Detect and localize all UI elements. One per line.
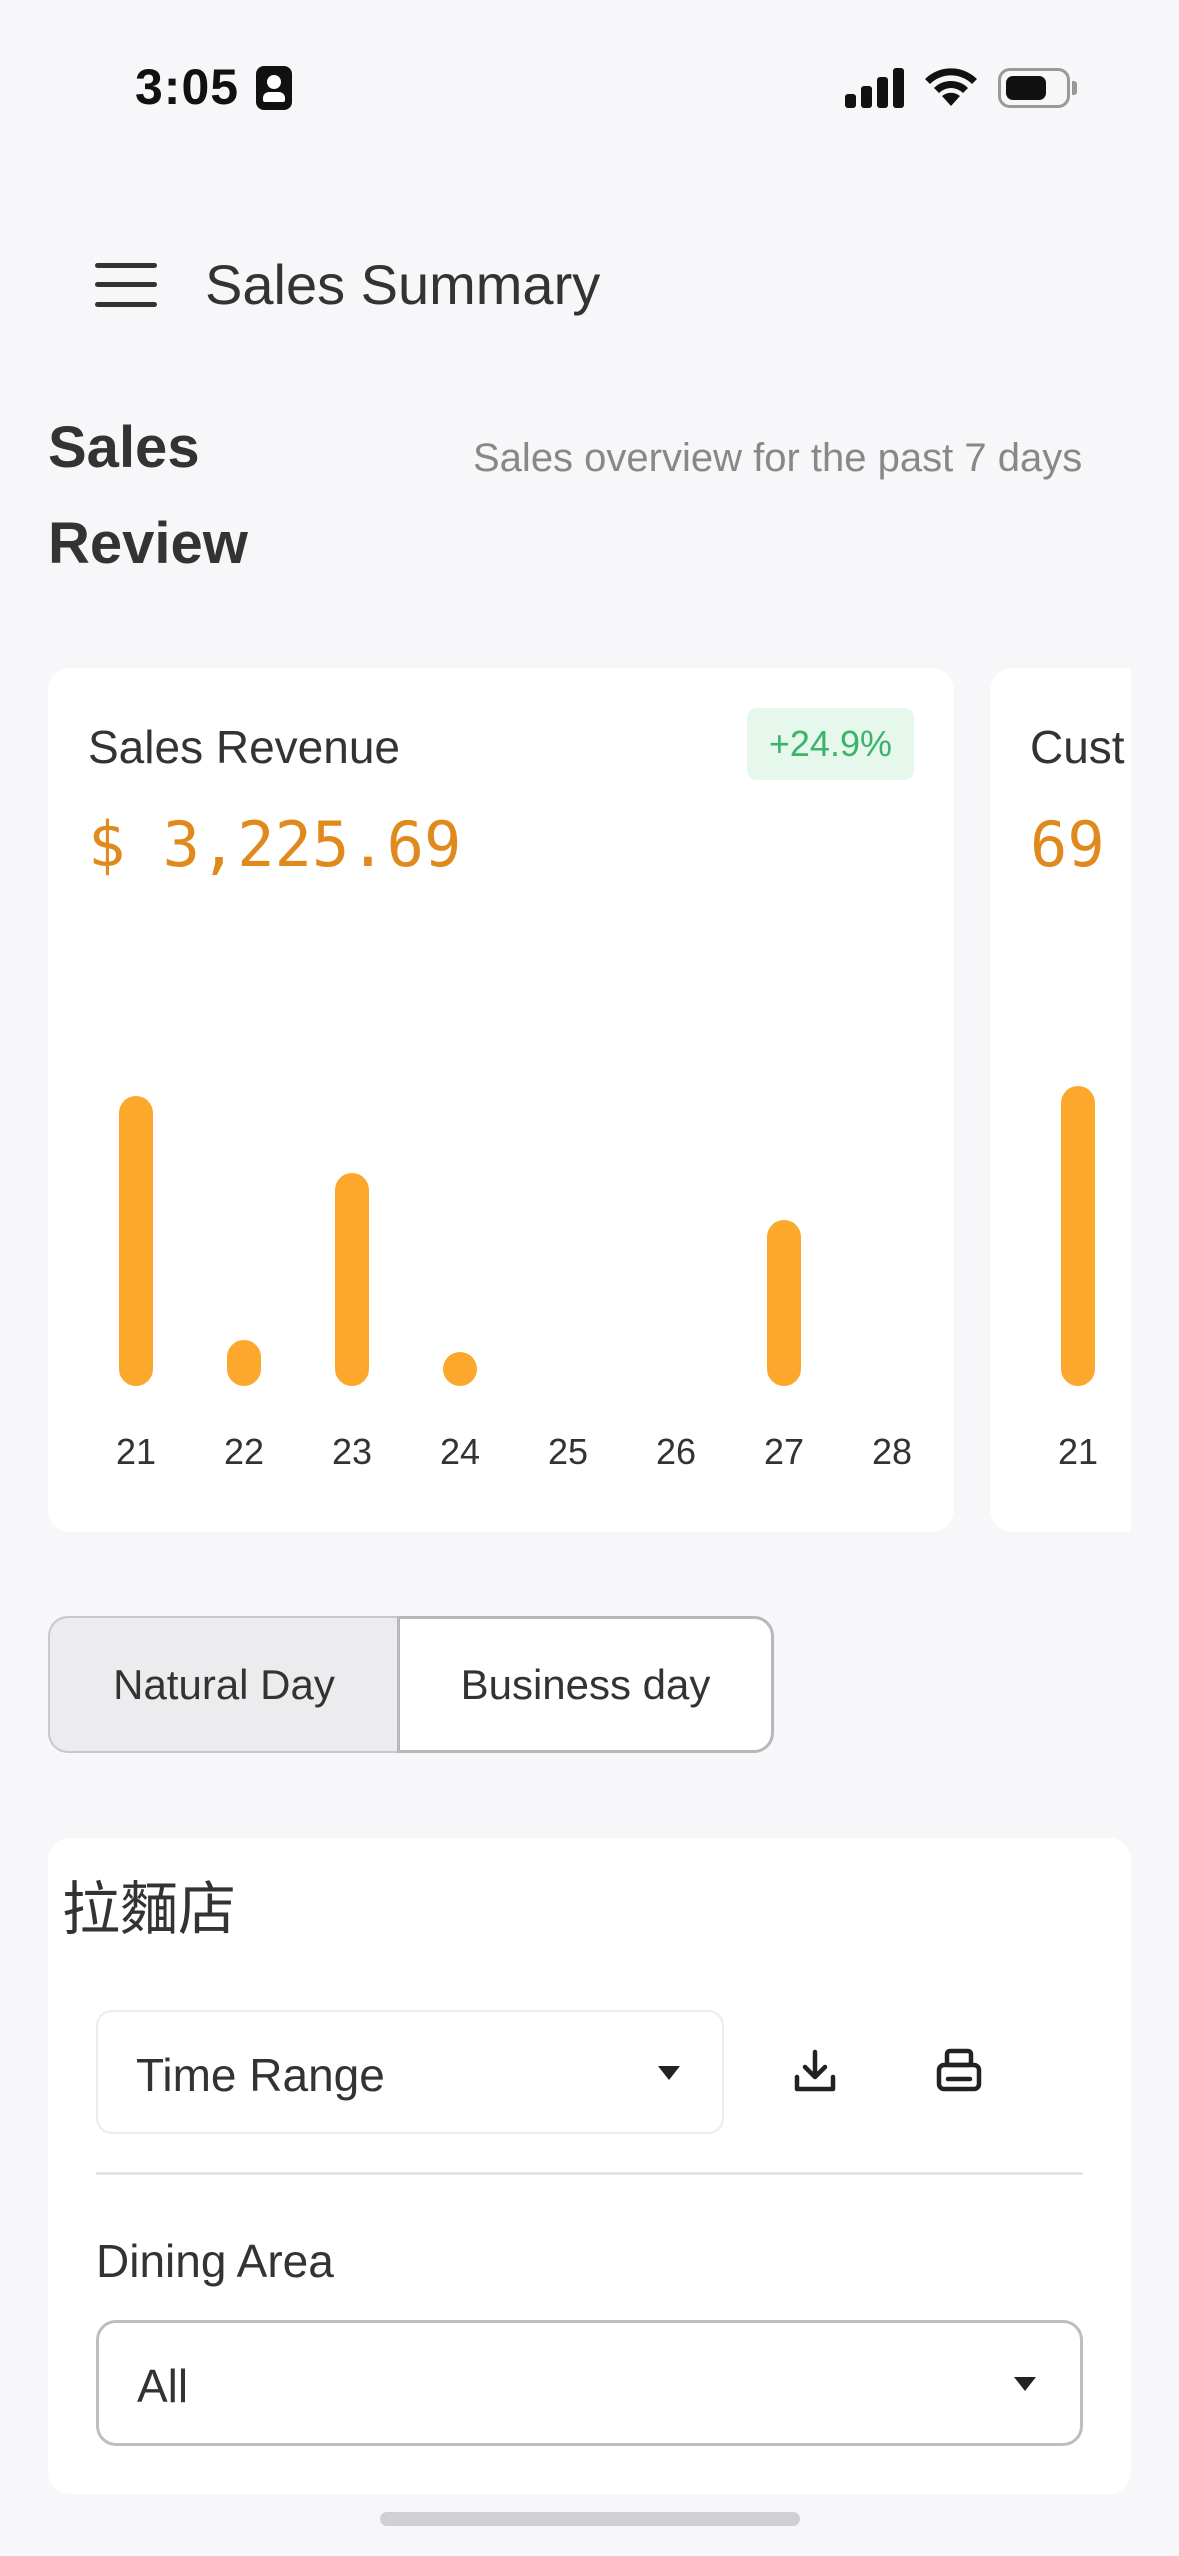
metric-cards-carousel[interactable]: Sales Revenue +24.9% $ 3,225.69 21 22 23 24… — [48, 668, 1131, 1532]
wifi-icon — [925, 68, 977, 106]
dining-area-value: All — [137, 2360, 189, 2412]
chart-bar-23 — [335, 1173, 369, 1386]
store-panel: 拉麵店 Time Range Dining Area All — [48, 1838, 1131, 2494]
natural-day-button[interactable]: Natural Day — [48, 1616, 398, 1753]
card-value: 69 — [1030, 808, 1105, 881]
chart-bar-22 — [227, 1339, 261, 1386]
chart-bar-21 — [1061, 1086, 1095, 1386]
dining-area-select[interactable]: All — [96, 2320, 1083, 2446]
time-range-select[interactable]: Time Range — [96, 2010, 724, 2134]
business-day-button[interactable]: Business day — [397, 1616, 774, 1753]
print-icon[interactable] — [934, 2046, 984, 2096]
time-range-label: Time Range — [136, 2049, 385, 2101]
card-title: Sales Revenue — [88, 721, 400, 773]
x-tick-label: 24 — [439, 1431, 481, 1472]
home-indicator — [380, 2512, 800, 2526]
app-header: Sales Summary — [0, 220, 1179, 350]
chart-bar-21 — [119, 1095, 153, 1386]
x-tick-label: 27 — [763, 1431, 805, 1472]
hamburger-menu-icon[interactable] — [95, 263, 157, 307]
caret-down-icon — [1014, 2377, 1036, 2391]
store-name: 拉麵店 — [62, 1875, 237, 1943]
dining-area-label: Dining Area — [96, 2235, 334, 2287]
x-tick-label: 23 — [331, 1431, 373, 1472]
chart-bar-27 — [767, 1219, 801, 1386]
chart-bar-24 — [443, 1352, 477, 1386]
battery-icon — [998, 68, 1078, 108]
download-icon[interactable] — [790, 2046, 840, 2096]
status-time: 3:05 — [135, 59, 240, 115]
card-title: Cust — [1030, 721, 1125, 773]
day-type-toggle: Natural Day Business day — [48, 1616, 774, 1753]
card-value: $ 3,225.69 — [88, 808, 462, 881]
growth-badge: +24.9% — [746, 708, 914, 780]
x-tick-label: 25 — [547, 1431, 589, 1472]
cellular-signal-icon — [845, 64, 905, 108]
divider — [96, 2172, 1083, 2175]
x-tick-label: 26 — [655, 1431, 697, 1472]
page-title: Sales Summary — [205, 253, 601, 316]
id-badge-icon — [256, 66, 292, 110]
x-tick-label: 21 — [1057, 1431, 1099, 1472]
status-bar: 3:05 — [0, 0, 1179, 175]
x-tick-label: 22 — [223, 1431, 265, 1472]
customers-chart: 21 — [990, 668, 1131, 1532]
customers-card[interactable]: Cust 69 21 — [990, 668, 1131, 1532]
sales-revenue-card[interactable]: Sales Revenue +24.9% $ 3,225.69 21 22 23 24… — [48, 668, 954, 1532]
caret-down-icon — [658, 2066, 680, 2080]
sales-revenue-chart: 21 22 23 24 25 26 27 28 — [48, 668, 954, 1532]
section-title: Sales Review — [48, 415, 248, 576]
x-tick-label: 28 — [871, 1431, 913, 1472]
section-subtitle: Sales overview for the past 7 days — [473, 436, 1083, 480]
x-tick-label: 21 — [115, 1431, 157, 1472]
